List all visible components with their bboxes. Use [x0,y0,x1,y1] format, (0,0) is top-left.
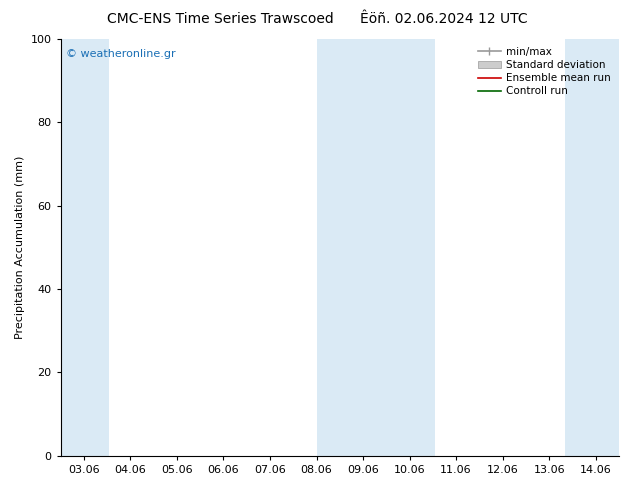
Bar [566,39,619,456]
Text: CMC-ENS Time Series Trawscoed      Êöñ. 02.06.2024 12 UTC: CMC-ENS Time Series Trawscoed Êöñ. 02.06… [107,12,527,26]
Legend: min/max, Standard deviation, Ensemble mean run, Controll run: min/max, Standard deviation, Ensemble me… [475,44,614,99]
Y-axis label: Precipitation Accumulation (mm): Precipitation Accumulation (mm) [15,156,25,339]
Bar [61,39,110,456]
Text: © weatheronline.gr: © weatheronline.gr [66,49,176,59]
Bar [316,39,435,456]
